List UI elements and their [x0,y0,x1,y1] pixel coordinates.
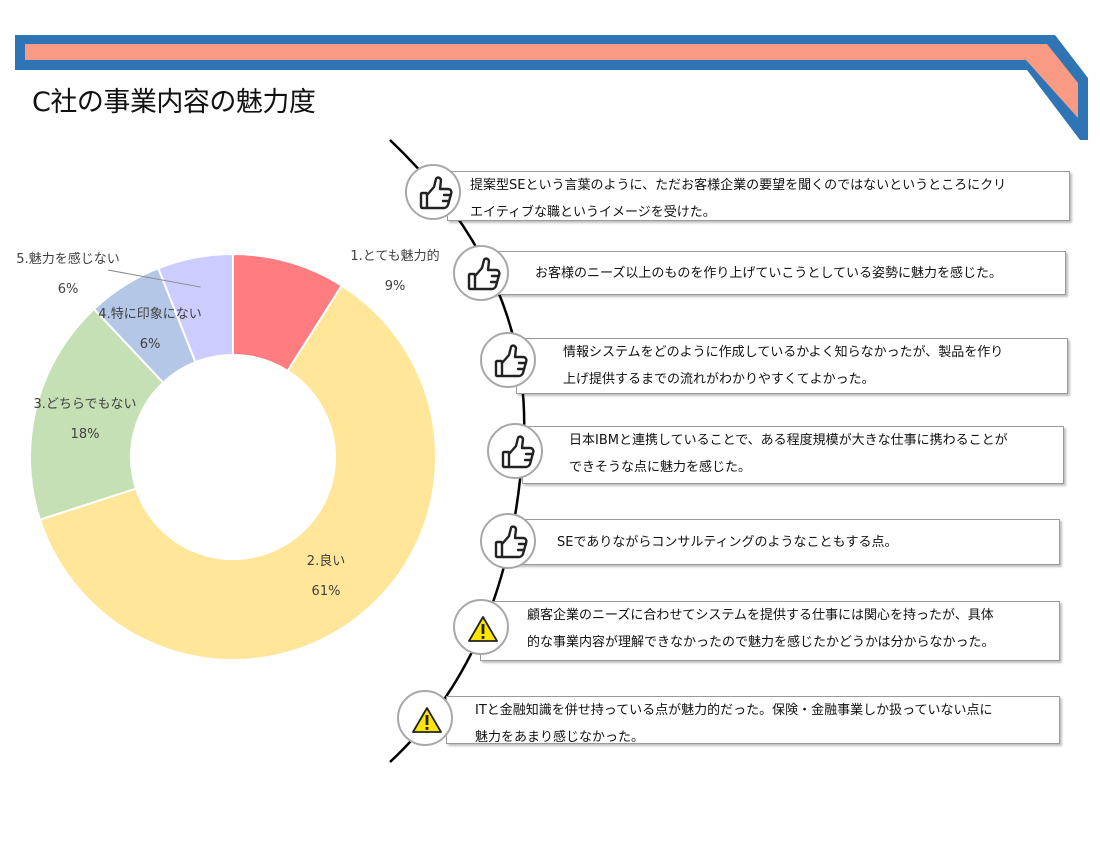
comment-box: 顧客企業のニーズに合わせてシステムを提供する仕事には関心を持ったが、具体 的な事業… [480,601,1060,661]
comment-box: ITと金融知識を併せ持っている点が魅力的だった。保険・金融事業しか扱っていない点… [446,696,1060,745]
comment-text-line: 提案型SEという言葉のように、ただお客様企業の要望を聞くのではないというところに… [470,178,1007,193]
slice-value-label: 6% [140,337,161,352]
slice-category-label: 1.とても魅力的 [350,248,439,264]
warning-icon [453,599,509,655]
donut-slice [29,307,165,521]
thumbs-up-icon [453,245,509,301]
banner-inner [25,44,1078,118]
thumbs-up-icon [480,513,536,569]
comment-text-line: SEでありながらコンサルティングのようなこともする点。 [557,534,898,550]
comment-text-line: 顧客企業のニーズに合わせてシステムを提供する仕事には関心を持ったが、具体 [527,608,994,623]
comment-box: 提案型SEという言葉のように、ただお客様企業の要望を聞くのではないというところに… [447,171,1070,221]
comment-text-line: 的な事業内容が理解できなかったので魅力を感じたかどうかは分からなかった。 [527,635,995,650]
comment-box: お客様のニーズ以上のものを作り上げていこうとしている姿勢に魅力を感じた。 [488,251,1066,295]
slice-value-label: 9% [385,279,406,294]
comment-text-line: 上げ提供するまでの流れがわかりやすくてよかった。 [563,372,875,387]
slice-category-label: 2.良い [307,553,345,569]
comment-text-line: 魅力をあまり感じなかった。 [475,730,645,745]
comment-box: 情報システムをどのように作成しているかよく知らなかったが、製品を作り 上げ提供する… [516,338,1068,394]
comment-text-line: お客様のニーズ以上のものを作り上げていこうとしている姿勢に魅力を感じた。 [535,265,1002,281]
comment-box: SEでありながらコンサルティングのようなこともする点。 [514,519,1060,565]
slice-category-label: 5.魅力を感じない [16,251,119,267]
comment-text-line: ITと金融知識を併せ持っている点が魅力的だった。保険・金融事業しか扱っていない点… [475,703,993,718]
donut-slice [156,252,234,364]
thumbs-up-icon [405,164,461,220]
comment-text-line: できそうな点に魅力を感じた。 [569,460,752,475]
comment-box: 日本IBMと連携していることで、ある程度規模が大きな仕事に携わることが できそうな… [522,426,1064,484]
slice-value-label: 61% [312,584,341,599]
slice-category-label: 4.特に印象にない [98,307,201,322]
thumbs-up-icon [480,332,536,388]
timeline-path [389,139,526,763]
warning-icon [397,690,453,746]
donut-slice [38,284,437,661]
slice-value-label: 18% [71,427,100,442]
slice-value-label: 6% [58,282,79,297]
comment-text-line: エイティブな職というイメージを受けた。 [470,205,716,220]
comment-text-line: 日本IBMと連携していることで、ある程度規模が大きな仕事に携わることが [569,433,1008,448]
thumbs-up-icon [487,423,543,479]
slice-leader-line [107,269,201,288]
slice-category-label: 3.どちらでもない [33,397,136,412]
banner-outer [15,35,1088,140]
page-title: C社の事業内容の魅力度 [32,87,316,118]
comment-text-line: 情報システムをどのように作成しているかよく知らなかったが、製品を作り [563,345,1004,360]
donut-chart: 1.とても魅力的 9% 2.良い 61% 3.どちらでもない 18% 4.特に印象にない 6%… [16,248,440,661]
header-banner [15,35,1088,140]
